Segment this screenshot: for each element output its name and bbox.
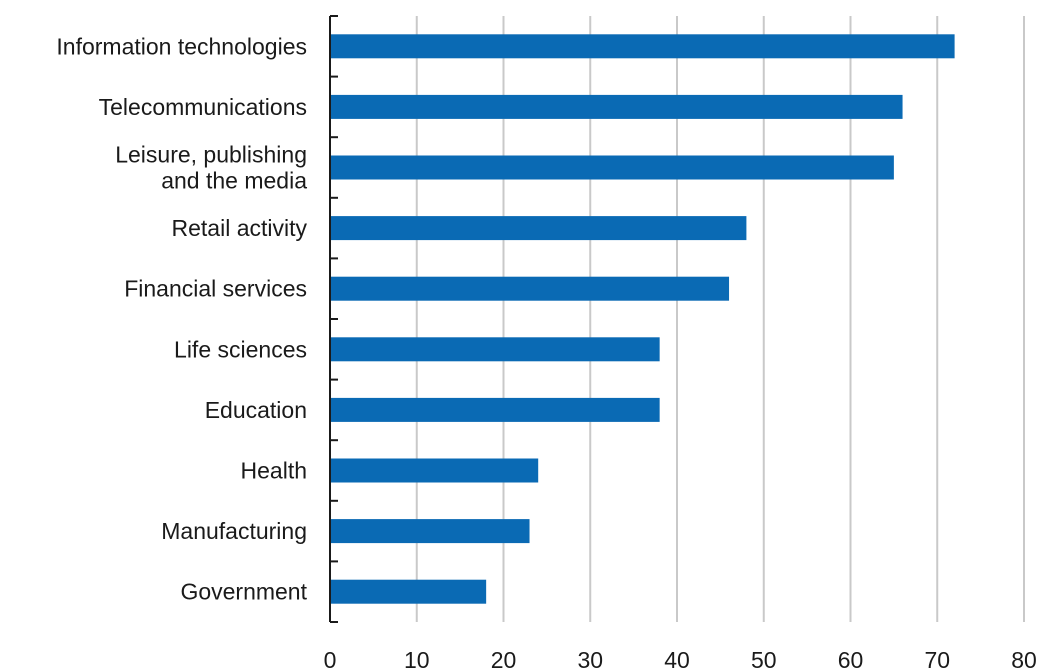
x-tick-label: 30 xyxy=(577,647,603,672)
category-label: Health xyxy=(241,458,307,484)
x-tick-label: 70 xyxy=(924,647,950,672)
category-labels: Information technologies Telecommunicatio… xyxy=(56,33,307,604)
bar xyxy=(330,397,660,422)
bar xyxy=(330,34,955,59)
bar xyxy=(330,216,747,241)
category-label: Information technologies xyxy=(56,33,307,59)
x-tick-label: 80 xyxy=(1011,647,1037,672)
bar xyxy=(330,519,530,544)
bar xyxy=(330,155,894,180)
x-axis-tick-labels: 0 10 20 30 40 50 60 70 80 xyxy=(324,647,1037,672)
x-tick-label: 40 xyxy=(664,647,690,672)
bar xyxy=(330,458,539,483)
x-tick-label: 50 xyxy=(751,647,777,672)
bar xyxy=(330,579,487,604)
category-label: Financial services xyxy=(124,276,307,302)
category-label: Life sciences xyxy=(174,336,307,362)
bar xyxy=(330,94,903,119)
x-tick-label: 20 xyxy=(491,647,517,672)
bar xyxy=(330,276,730,301)
bar xyxy=(330,337,660,362)
x-tick-label: 10 xyxy=(404,647,430,672)
category-label: Telecommunications xyxy=(99,94,307,120)
x-tick-label: 60 xyxy=(838,647,864,672)
category-label: and the media xyxy=(161,168,307,194)
category-label: Retail activity xyxy=(172,215,308,241)
bars xyxy=(330,34,955,604)
x-tick-label: 0 xyxy=(324,647,337,672)
category-label: Leisure, publishing xyxy=(115,142,307,168)
category-label: Government xyxy=(180,579,307,605)
category-label: Manufacturing xyxy=(161,518,307,544)
y-axis xyxy=(329,15,338,623)
category-label: Education xyxy=(205,397,307,423)
